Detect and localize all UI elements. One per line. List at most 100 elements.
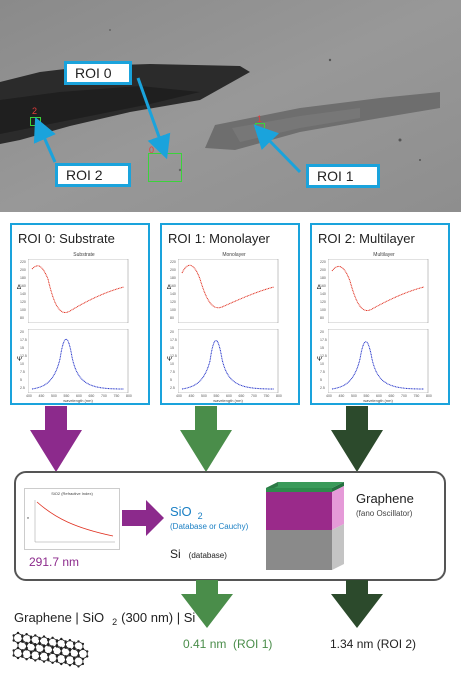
roi2-tag: (ROI 2) [376,637,417,651]
flow-arrows-top [30,406,383,472]
x-tick-label: 750 [113,394,120,398]
x-tick-label: 500 [351,394,357,398]
stack-formula: Graphene | SiO 2 (300 nm) | Si [14,610,196,627]
roi1-region[interactable] [255,123,265,130]
x-tick-label: 400 [326,394,332,398]
psi-tick-label: 17.5 [20,338,27,342]
psi-plot [328,329,440,393]
delta-tick-label: 80 [20,316,24,320]
x-axis-label: wavelength (nm) [63,398,93,403]
plot-caption: Multilayer [373,252,395,258]
arrow-result-roi1 [181,580,233,628]
x-tick-label: 550 [363,394,370,398]
psi-tick-label: 20 [20,330,24,334]
delta-tick-label: 80 [170,316,174,320]
x-tick-label: 650 [238,394,245,398]
x-tick-label: 600 [376,394,382,398]
delta-tick-label: 100 [20,308,26,312]
psi-tick-label: 15 [170,346,174,350]
arrow-result-roi2 [331,580,383,628]
delta-symbol: Δ [317,285,322,291]
x-tick-label: 550 [63,394,70,398]
psi-tick-label: 12.5 [20,354,27,358]
x-tick-label: 700 [251,394,257,398]
psi-tick-label: 5 [20,378,22,382]
x-tick-label: 400 [176,394,182,398]
x-axis-label: wavelength (nm) [363,398,393,403]
inset-arrow [122,500,164,536]
x-tick-label: 450 [188,394,195,398]
panel-title: ROI 0: Substrate [18,231,115,246]
spectra-panel-2: ROI 2: Multilayer Multilayer Δ Ψ 220 200 180 1… [310,223,450,405]
arrow-roi1 [180,406,232,472]
x-tick-label: 700 [401,394,407,398]
stack-part2: (300 nm) | Si [121,610,196,625]
delta-tick-label: 200 [320,268,326,272]
plot-caption: Monolayer [222,252,246,258]
inset-ylabel: n [27,515,30,520]
delta-tick-label: 180 [170,276,176,280]
psi-tick-label: 20 [170,330,174,334]
delta-tick-label: 80 [320,316,324,320]
roi0-region[interactable] [148,153,182,182]
delta-plot: Multilayer [328,252,440,323]
spectra-panel-1: ROI 1: Monolayer Monolayer Δ Ψ 220 200 180 160… [160,223,300,405]
stack-part1: Graphene | SiO [14,610,105,625]
sio2-sub: 2 [197,511,203,521]
delta-plot: Substrate [28,252,140,323]
plot-caption: Substrate [73,252,95,258]
psi-tick-label: 2.5 [170,386,175,390]
x-tick-label: 400 [26,394,32,398]
delta-tick-label: 220 [170,260,176,264]
psi-plot [28,329,140,393]
x-tick-label: 800 [126,394,132,398]
panel-title: ROI 2: Multilayer [318,231,415,246]
microscope-image: 0 2 1 ROI 0 ROI 2 ROI 1 [0,0,461,212]
roi0-marker: 0 [149,145,155,155]
x-tick-label: 600 [226,394,232,398]
psi-symbol: Ψ [17,357,23,363]
delta-tick-label: 140 [170,292,176,296]
psi-tick-label: 12.5 [170,354,177,358]
x-axis-label: wavelength (nm) [213,398,243,403]
x-tick-label: 600 [76,394,82,398]
delta-tick-label: 120 [320,300,326,304]
psi-tick-label: 2.5 [320,386,325,390]
delta-tick-label: 180 [20,276,26,280]
x-tick-label: 800 [426,394,432,398]
x-tick-label: 450 [38,394,45,398]
delta-tick-label: 160 [320,284,326,288]
x-tick-label: 750 [263,394,270,398]
graphene-lattice-icon [12,631,89,668]
graphene-title: Graphene [356,491,414,506]
delta-tick-label: 180 [320,276,326,280]
arrow-roi2 [331,406,383,472]
roi1-tag: (ROI 1) [233,637,273,651]
delta-tick-label: 140 [20,292,26,296]
delta-tick-label: 220 [320,260,326,264]
roi2-result: 1.34 nm (ROI 2) [330,637,416,651]
delta-tick-label: 220 [20,260,26,264]
roi1-label: ROI 1 [306,164,380,188]
si-main: Si [170,547,181,561]
delta-tick-label: 140 [320,292,326,296]
sio2-main: SiO [170,504,192,519]
delta-symbol: Δ [167,285,172,291]
si-label: Si (database) [170,547,227,561]
x-tick-label: 450 [338,394,345,398]
flow-arrows-bottom [181,580,383,628]
roi2-value: 1.34 nm [330,637,374,651]
roi2-region[interactable] [30,117,41,126]
psi-tick-label: 15 [20,346,24,350]
delta-tick-label: 120 [20,300,26,304]
psi-tick-label: 17.5 [320,338,327,342]
x-tick-label: 700 [101,394,107,398]
refractive-index-inset: SiO2 (Refractive Index) n [24,488,120,550]
psi-tick-label: 10 [20,362,24,366]
delta-tick-label: 200 [170,268,176,272]
delta-tick-label: 120 [170,300,176,304]
x-tick-label: 650 [388,394,395,398]
psi-tick-label: 2.5 [20,386,25,390]
psi-tick-label: 5 [170,378,172,382]
psi-tick-label: 7.5 [170,370,175,374]
